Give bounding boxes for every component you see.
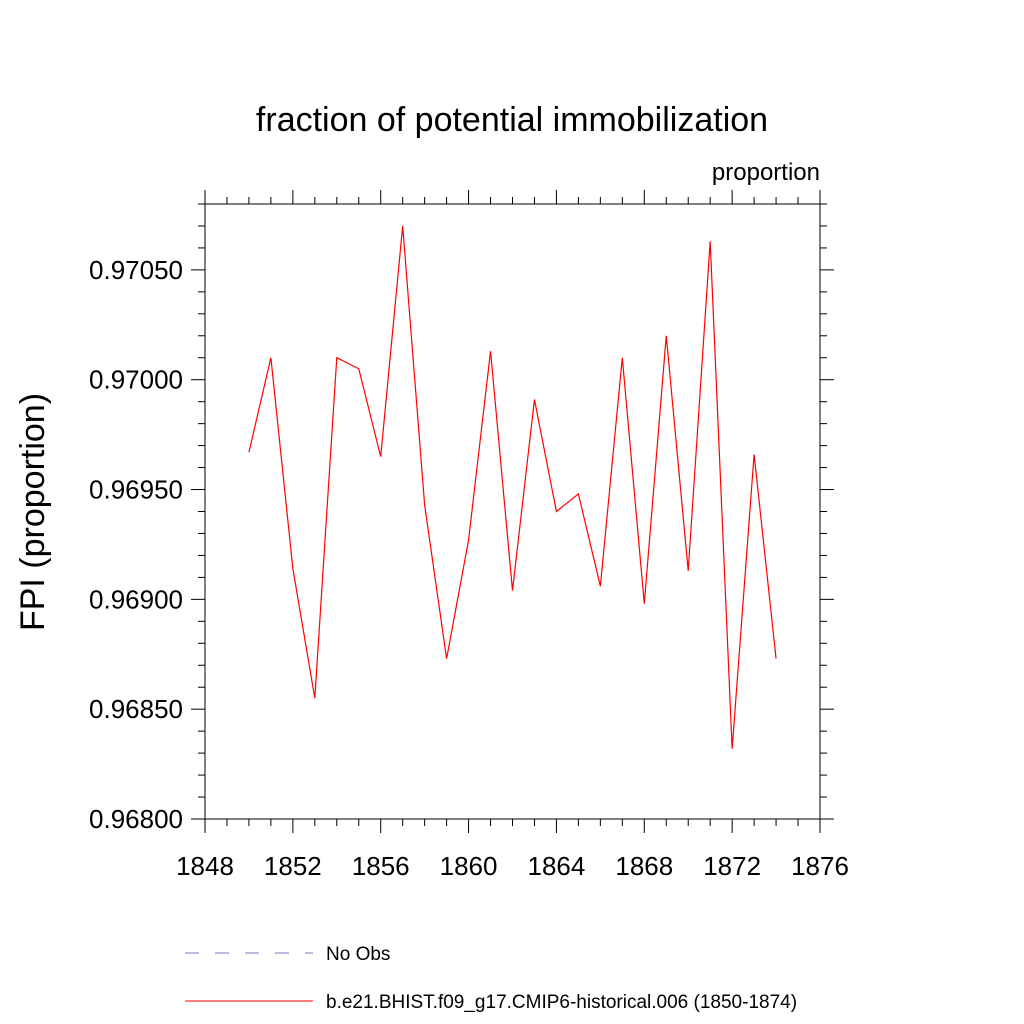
y-tick-label: 0.97000 xyxy=(89,365,183,395)
plot-frame xyxy=(204,203,821,820)
y-tick-label: 0.97050 xyxy=(89,255,183,285)
x-tick-label: 1872 xyxy=(703,851,761,881)
x-tick-label: 1852 xyxy=(264,851,322,881)
y-tick-label: 0.96850 xyxy=(89,694,183,724)
x-tick-label: 1864 xyxy=(528,851,586,881)
chart-title: fraction of potential immobilization xyxy=(256,101,768,139)
series-line xyxy=(248,225,777,749)
y-tick-label: 0.96800 xyxy=(89,804,183,834)
x-tick-label: 1860 xyxy=(440,851,498,881)
x-tick-label: 1868 xyxy=(615,851,673,881)
legend: No Obs b.e21.BHIST.f09_g17.CMIP6-historic… xyxy=(185,944,797,1013)
plot-series xyxy=(248,225,777,749)
units-label: proportion xyxy=(712,159,820,186)
x-tick-label: 1856 xyxy=(352,851,410,881)
axis-tick-labels: 1848 1852 1856 1860 1864 1868 1872 1876 0.96800 0… xyxy=(89,255,849,881)
y-axis-label: FPI (proportion) xyxy=(14,393,52,631)
axis-ticks xyxy=(191,190,834,833)
y-tick-label: 0.96950 xyxy=(89,475,183,505)
legend-label: b.e21.BHIST.f09_g17.CMIP6-historical.006… xyxy=(326,992,797,1013)
legend-label: No Obs xyxy=(326,944,390,965)
x-tick-label: 1848 xyxy=(176,851,234,881)
y-tick-label: 0.96900 xyxy=(89,584,183,614)
x-tick-label: 1876 xyxy=(791,851,849,881)
